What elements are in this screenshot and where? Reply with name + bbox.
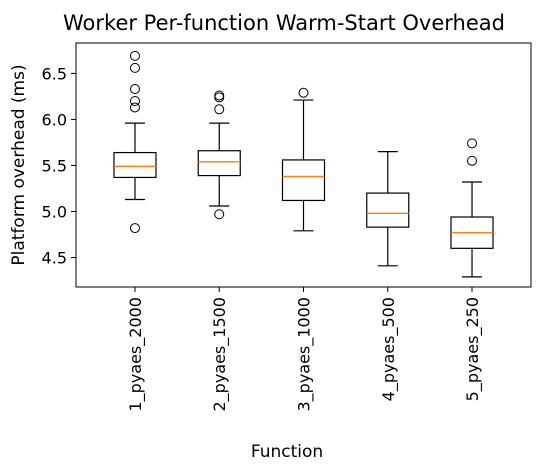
outlier-point [129, 84, 140, 95]
box-4_pyaes_500 [366, 151, 410, 267]
outlier-point [214, 90, 225, 101]
box-3_pyaes_1000 [281, 87, 326, 232]
x-axis-label: Function [251, 442, 323, 462]
outlier-point [467, 155, 478, 166]
outlier-point [129, 62, 140, 73]
box-1_pyaes_2000 [113, 50, 157, 234]
x-axis-ticks: 1_pyaes_2000 2_pyaes_1500 3_pyaes_1000 4_py… [126, 287, 483, 412]
outlier-point [129, 50, 140, 61]
y-axis-ticks: 4.5 5.0 5.5 6.0 6.5 [42, 64, 76, 268]
outlier-point [214, 104, 225, 115]
x-tick-label: 1_pyaes_2000 [126, 297, 146, 412]
box-iqr [113, 151, 157, 179]
x-tick-label: 4_pyaes_500 [379, 297, 399, 401]
y-tick-label: 4.5 [42, 249, 67, 268]
chart-title: Worker Per-function Warm-Start Overhead [63, 11, 505, 35]
box-5_pyaes_250 [450, 138, 494, 278]
outlier-point [129, 96, 140, 107]
outlier-point [129, 102, 140, 113]
outlier-point [214, 209, 225, 220]
box-series [113, 50, 494, 278]
y-tick-label: 5.0 [42, 202, 67, 221]
y-axis-label: Platform overhead (ms) [9, 64, 29, 265]
outlier-point [298, 87, 309, 98]
y-tick-label: 6.5 [42, 64, 67, 83]
box-2_pyaes_1500 [197, 90, 241, 220]
plot-frame [75, 42, 532, 288]
x-tick-label: 3_pyaes_1000 [295, 297, 315, 412]
box-iqr [281, 159, 326, 202]
box-iqr [366, 192, 410, 228]
outlier-point [467, 138, 478, 149]
y-tick-label: 5.5 [42, 156, 67, 175]
y-tick-label: 6.0 [42, 110, 67, 129]
x-tick-label: 5_pyaes_250 [463, 297, 483, 401]
x-tick-label: 2_pyaes_1500 [210, 297, 230, 412]
outlier-point [129, 223, 140, 234]
box-iqr [197, 150, 241, 177]
